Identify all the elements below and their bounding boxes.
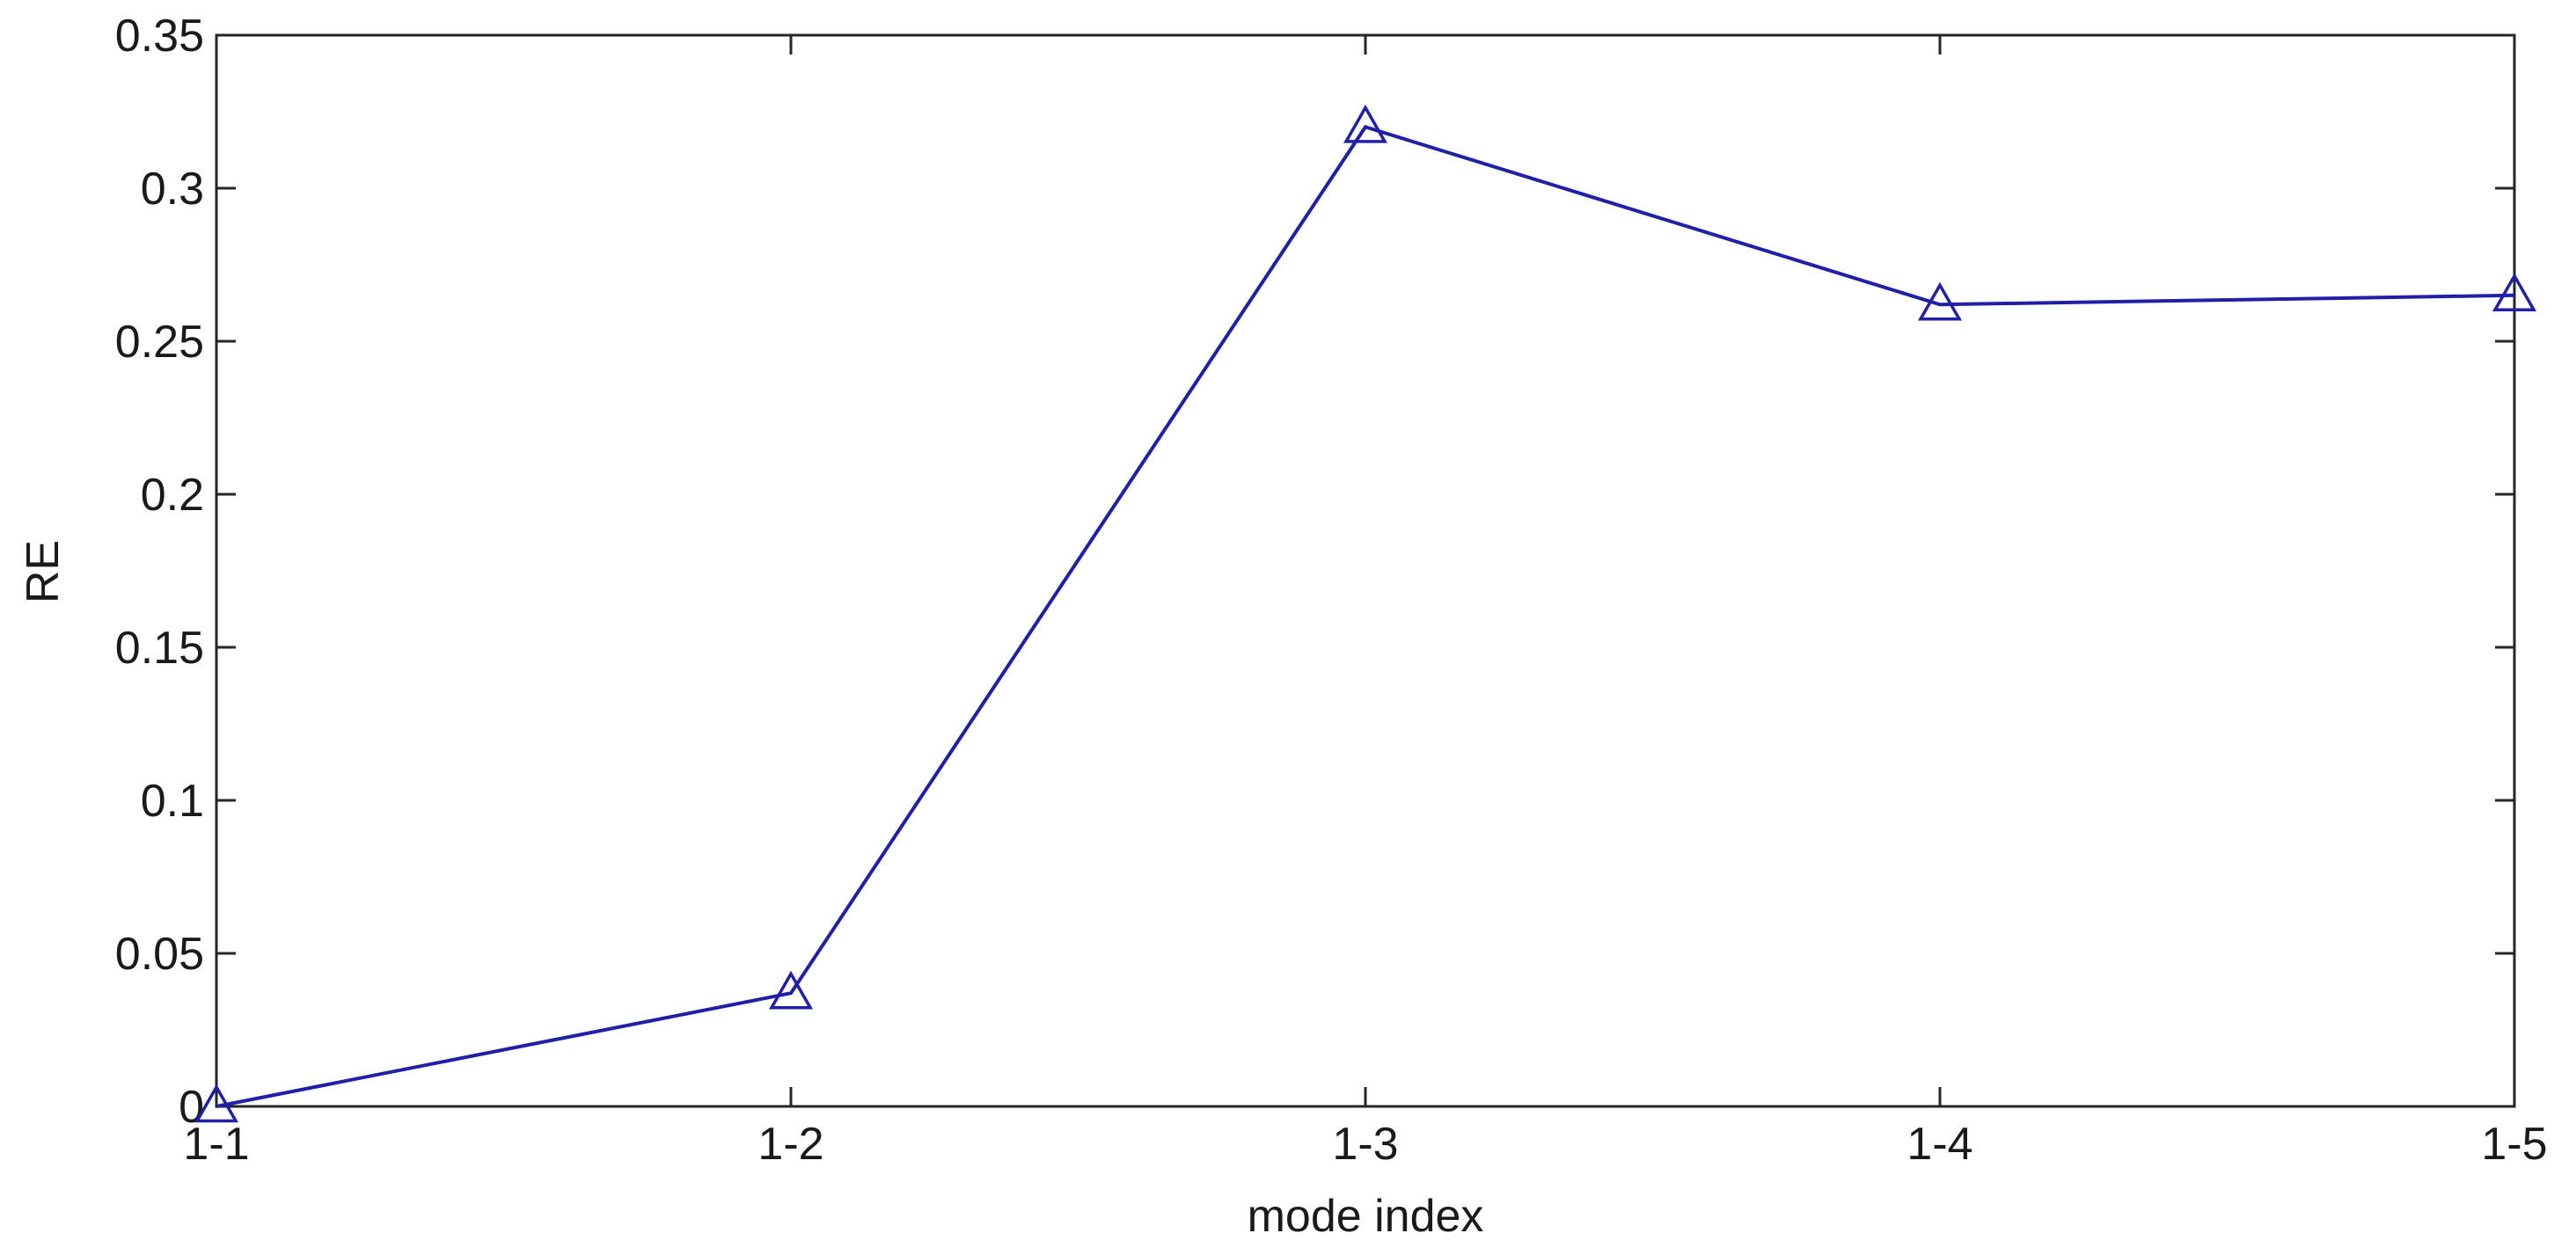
y-tick-label: 0 (179, 1082, 204, 1133)
series-line (216, 125, 2515, 1108)
x-axis-ticks: 1-1 1-2 1-3 1-4 1-5 (183, 35, 2548, 1170)
y-axis-ticks: 0 0.05 0.1 0.15 0.2 0.25 0.3 0.35 (115, 11, 2514, 1133)
y-tick-label: 0.2 (141, 470, 204, 521)
y-tick-label: 0.05 (115, 929, 204, 980)
x-tick-label: 1-4 (1906, 1119, 1972, 1170)
y-axis-label: RE (18, 540, 69, 603)
x-axis-label: mode index (1248, 1191, 1484, 1242)
x-tick-label: 1-5 (2481, 1119, 2547, 1170)
x-tick-label: 1-2 (757, 1119, 823, 1170)
data-point-marker (1917, 281, 1963, 321)
x-tick-label: 1-1 (183, 1119, 249, 1170)
y-tick-label: 0.1 (141, 776, 204, 827)
y-tick-label: 0.35 (115, 11, 204, 62)
y-tick-label: 0.25 (115, 317, 204, 368)
data-point-marker (1343, 104, 1388, 143)
data-point-marker (194, 1084, 239, 1123)
data-point-marker (768, 970, 814, 1010)
plot-area (215, 33, 2516, 1108)
x-tick-label: 1-3 (1332, 1119, 1398, 1170)
data-point-marker (2492, 273, 2537, 312)
series-group (194, 104, 2537, 1123)
y-tick-label: 0.15 (115, 623, 204, 674)
y-tick-label: 0.3 (141, 164, 204, 215)
